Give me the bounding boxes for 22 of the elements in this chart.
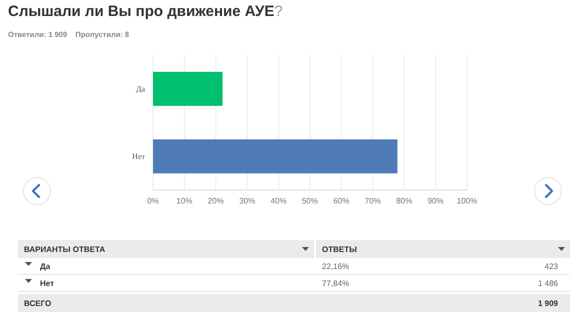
x-tick-label: 20% (208, 196, 224, 206)
text: 1 909 (538, 299, 558, 308)
x-tick-label: 70% (364, 196, 381, 206)
x-tick-label: 80% (396, 196, 412, 206)
category-label: Да (40, 262, 50, 271)
x-tick-label: 50% (302, 196, 318, 206)
x-tick-label: 10% (176, 196, 192, 206)
x-tick-label: 60% (333, 196, 350, 206)
x-tick-label: 90% (428, 196, 444, 206)
text: 1 486 (538, 279, 558, 288)
text: 423 (544, 262, 558, 271)
x-tick-label: 100% (456, 196, 478, 206)
text: 22,16% (322, 262, 350, 271)
text: ВАРИАНТЫ ОТВЕТА (24, 245, 106, 254)
x-tick-label: 30% (239, 196, 256, 206)
text: ОТВЕТЫ (322, 245, 357, 254)
chart-title: Слышали ли Вы про движение АУЕ? (8, 3, 283, 20)
x-tick-label: 40% (270, 196, 287, 206)
text: 77,84% (322, 279, 350, 288)
text: ВСЕГО (24, 299, 52, 308)
category-label: Нет (40, 279, 54, 288)
x-tick-label: 0% (147, 196, 159, 206)
